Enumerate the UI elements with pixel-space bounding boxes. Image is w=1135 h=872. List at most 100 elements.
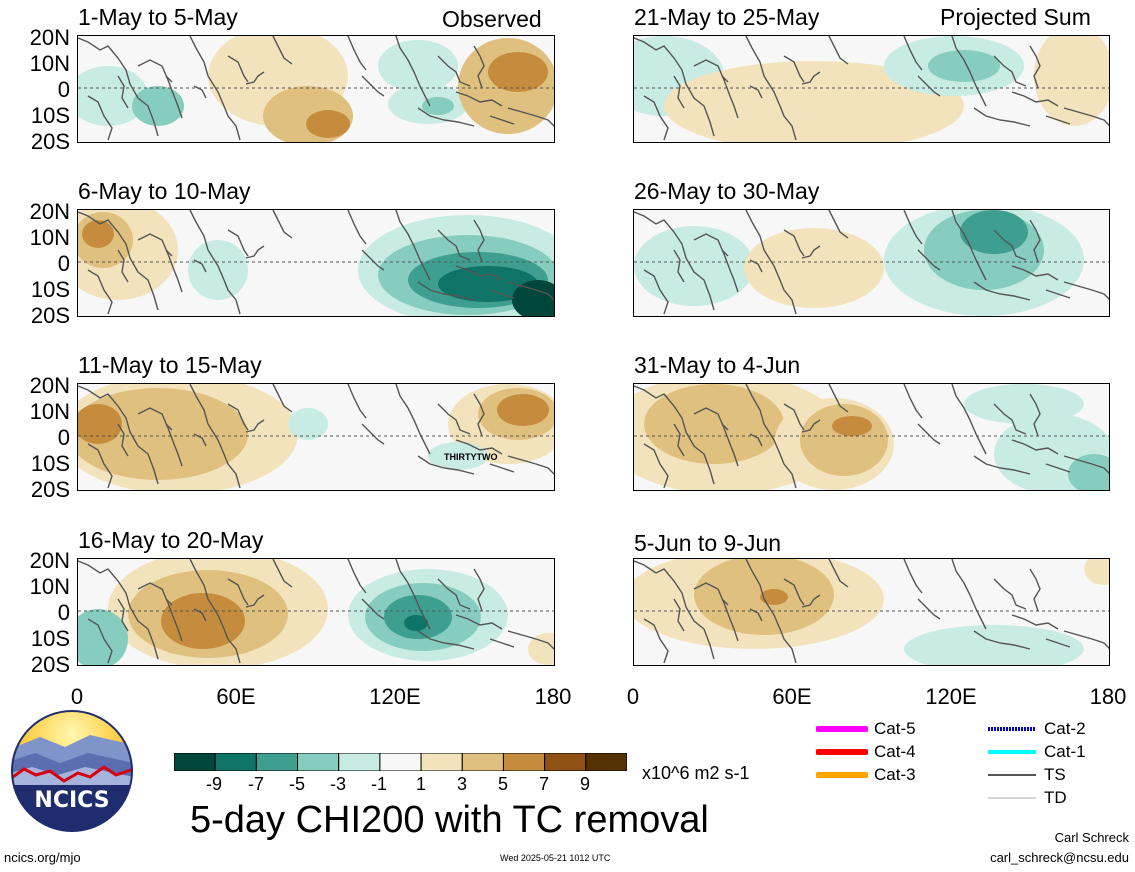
colorbar-swatch — [461, 752, 504, 772]
lon-label-120e: 120E — [925, 684, 977, 709]
lat-label-10n: 10N — [29, 225, 70, 250]
tc-legend-label-cat4: Cat-4 — [874, 742, 916, 761]
lon-label-60e: 60E — [216, 684, 256, 709]
colorbar-swatch — [585, 752, 628, 772]
colorbar-swatch — [420, 752, 463, 772]
lat-label-eq: 0 — [57, 251, 70, 276]
colorbar-swatch — [297, 752, 340, 772]
panel-title-p3: 16-May to 20-May — [78, 527, 264, 553]
colorbar-tick: 1 — [415, 774, 426, 794]
lat-label-10n: 10N — [29, 51, 70, 76]
map-panel-p6 — [633, 383, 1110, 491]
lon-label-0: 0 — [70, 684, 84, 709]
lat-label-10s: 10S — [30, 451, 70, 476]
lat-label-10s: 10S — [30, 103, 70, 128]
panel-title-p0: 1-May to 5-May — [78, 4, 238, 30]
panel-title-p7: 5-Jun to 9-Jun — [634, 530, 782, 556]
lat-label-20s: 20S — [30, 652, 70, 677]
lat-label-20n: 20N — [29, 199, 70, 224]
tc-legend-label-cat5: Cat-5 — [874, 719, 916, 738]
field-shading-p2 — [78, 384, 554, 490]
map-panel-p0 — [77, 35, 555, 143]
colorbar-swatch — [544, 752, 587, 772]
panel-title-p1: 6-May to 10-May — [78, 178, 251, 204]
lon-label-180: 180 — [1089, 684, 1127, 709]
colorbar-units: x10^6 m2 s-1 — [642, 763, 750, 783]
lon-label-180: 180 — [534, 684, 572, 709]
storm-label: THIRTYTWO — [444, 452, 498, 462]
lat-label-20s: 20S — [30, 477, 70, 502]
lat-label-10s: 10S — [30, 277, 70, 302]
field-shading-p6 — [634, 384, 1109, 490]
tc-legend-line-cat1 — [988, 750, 1036, 754]
tc-legend-label-cat2: Cat-2 — [1044, 719, 1086, 738]
lon-label-120e: 120E — [369, 684, 421, 709]
lon-label-0: 0 — [626, 684, 640, 709]
colorbar-swatch — [502, 752, 546, 772]
panel-tag-p0: Observed — [442, 6, 542, 32]
lat-label-10n: 10N — [29, 574, 70, 599]
map-panel-p2 — [77, 383, 555, 491]
lat-label-20s: 20S — [30, 129, 70, 154]
tc-legend-line-td — [988, 797, 1036, 799]
ncics-logo — [10, 709, 134, 833]
panel-title-p5: 26-May to 30-May — [634, 178, 820, 204]
field-shading-p7 — [634, 559, 1109, 665]
field-shading-p1 — [78, 210, 554, 316]
map-panel-p1 — [77, 209, 555, 317]
tc-legend-label-cat1: Cat-1 — [1044, 742, 1086, 761]
colorbar-tick: 3 — [456, 774, 467, 794]
lat-label-10s: 10S — [30, 626, 70, 651]
figure-title: 5-day CHI200 with TC removal — [190, 799, 709, 841]
lat-label-20n: 20N — [29, 373, 70, 398]
panel-tag-p4: Projected Sum — [940, 4, 1091, 30]
colorbar-swatch — [214, 752, 257, 772]
colorbar-swatch — [338, 752, 381, 772]
footer-url: ncics.org/mjo — [4, 850, 81, 865]
colorbar-swatch — [379, 752, 422, 772]
lat-label-10n: 10N — [29, 399, 70, 424]
colorbar — [173, 752, 628, 772]
lat-label-20n: 20N — [29, 25, 70, 50]
field-shading-p0 — [78, 36, 554, 142]
colorbar-tick: 9 — [579, 774, 590, 794]
logo-text: NCICS — [34, 788, 110, 813]
lat-label-20s: 20S — [30, 303, 70, 328]
colorbar-swatch — [255, 752, 299, 772]
colorbar-tick: -3 — [329, 774, 346, 794]
map-panel-p7 — [633, 558, 1110, 666]
footer-timestamp: Wed 2025-05-21 1012 UTC — [500, 853, 611, 863]
map-panel-p3 — [77, 558, 555, 666]
colorbar-tick: 7 — [538, 774, 549, 794]
colorbar-swatches — [173, 752, 628, 772]
colorbar-tick: 5 — [497, 774, 508, 794]
lon-label-60e: 60E — [772, 684, 812, 709]
colorbar-tick: -7 — [247, 774, 264, 794]
tc-legend-line-ts — [988, 774, 1036, 776]
tc-legend-line-cat5 — [816, 726, 868, 732]
footer-email: carl_schreck@ncsu.edu — [990, 850, 1129, 865]
panel-title-p2: 11-May to 15-May — [78, 352, 262, 378]
panel-title-p4: 21-May to 25-May — [634, 4, 820, 30]
tc-legend-line-cat4 — [816, 749, 868, 755]
colorbar-swatch — [173, 752, 216, 772]
field-shading-p5 — [634, 210, 1109, 316]
lat-label-20n: 20N — [29, 548, 70, 573]
field-shading-p4 — [634, 36, 1109, 142]
colorbar-tick: -1 — [370, 774, 387, 794]
field-shading-p3 — [78, 559, 554, 665]
colorbar-tick: -9 — [205, 774, 222, 794]
map-panel-p4 — [633, 35, 1110, 143]
lat-label-eq: 0 — [57, 425, 70, 450]
footer-author: Carl Schreck — [1054, 830, 1129, 845]
tc-legend-label-td: TD — [1044, 788, 1067, 807]
tc-legend-label-ts: TS — [1044, 765, 1066, 784]
tc-legend-line-cat2 — [988, 727, 1036, 731]
colorbar-tick: -5 — [288, 774, 305, 794]
tc-legend-line-cat3 — [816, 772, 868, 778]
map-panel-p5 — [633, 209, 1110, 317]
panel-title-p6: 31-May to 4-Jun — [634, 352, 801, 378]
lat-label-eq: 0 — [57, 600, 70, 625]
tc-legend-label-cat3: Cat-3 — [874, 765, 916, 784]
lat-label-eq: 0 — [57, 77, 70, 102]
